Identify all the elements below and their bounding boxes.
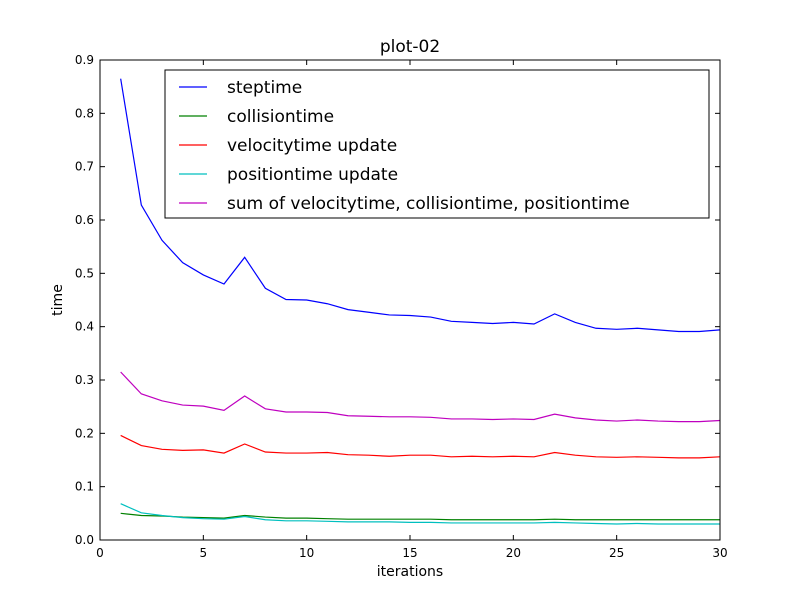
y-tick-label: 0.7 — [75, 160, 94, 174]
y-tick-label: 0.2 — [75, 426, 94, 440]
x-tick-label: 10 — [299, 546, 314, 560]
y-tick-label: 0.6 — [75, 213, 94, 227]
legend-label: sum of velocitytime, collisiontime, posi… — [227, 194, 630, 214]
x-tick-label: 20 — [506, 546, 521, 560]
y-tick-label: 0.1 — [75, 480, 94, 494]
x-axis-label: iterations — [377, 564, 443, 580]
ticks-layer: 0 5 10 15 20 25 30 0.0 0.1 0.2 0.3 0.4 0.5 0.6 0.7 0.8 0… — [75, 53, 728, 560]
x-tick-label: 25 — [609, 546, 624, 560]
y-tick-label: 0.9 — [75, 53, 94, 67]
x-tick-label: 0 — [96, 546, 104, 560]
legend: steptime collisiontime velocitytime update… — [164, 69, 710, 219]
x-tick-label: 30 — [712, 546, 727, 560]
series-line-4 — [120, 503, 720, 525]
x-tick-label: 15 — [402, 546, 417, 560]
y-tick-label: 0.0 — [75, 533, 94, 547]
chart-title: plot-02 — [380, 37, 440, 57]
series-line-5 — [120, 371, 721, 423]
legend-label: collisiontime — [227, 107, 334, 127]
x-tick-label: 5 — [200, 546, 208, 560]
y-tick-label: 0.5 — [75, 266, 94, 280]
legend-label: velocitytime update — [227, 136, 397, 156]
series-layer — [120, 78, 721, 525]
series-line-3 — [120, 434, 721, 459]
series-line-1 — [120, 78, 721, 333]
y-tick-label: 0.3 — [75, 373, 94, 387]
legend-label: steptime — [227, 78, 302, 98]
y-tick-label: 0.4 — [75, 320, 94, 334]
legend-box — [164, 69, 710, 219]
series-line-2 — [120, 512, 720, 521]
legend-label: positiontime update — [227, 165, 398, 185]
y-axis-label: time — [50, 284, 66, 316]
y-tick-label: 0.8 — [75, 106, 94, 120]
